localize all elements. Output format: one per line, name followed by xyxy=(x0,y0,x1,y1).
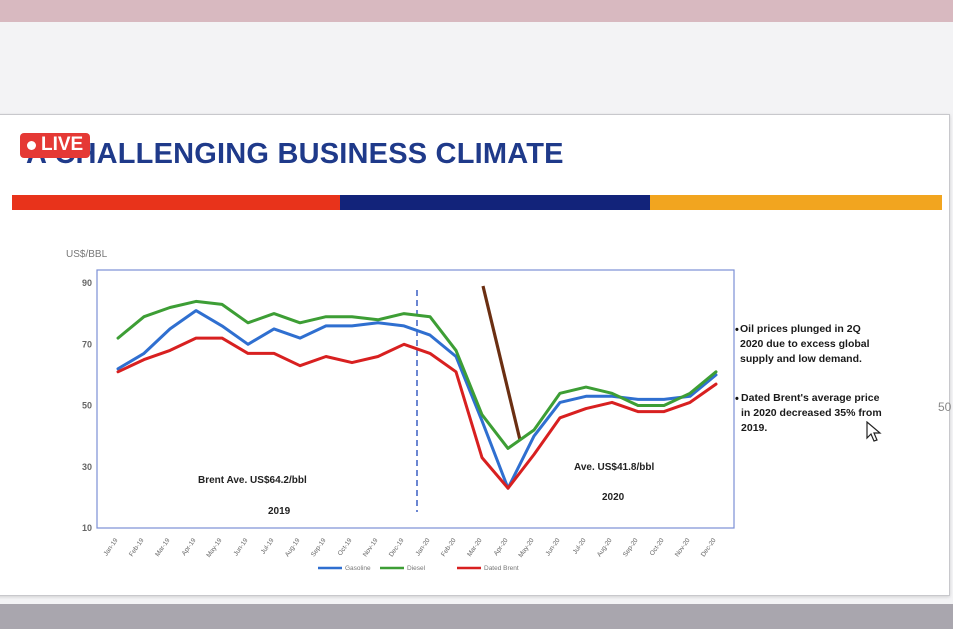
y-tick-label: 10 xyxy=(82,523,92,533)
title-band-red xyxy=(12,195,342,210)
x-tick-label: May-20 xyxy=(517,537,535,559)
series-line xyxy=(116,336,718,490)
y-tick-label: 50 xyxy=(82,401,92,411)
x-tick-label: Jul-19 xyxy=(260,537,276,556)
annotation-brent-2019: Brent Ave. US$64.2/bbl xyxy=(198,475,307,486)
series-lines xyxy=(116,299,718,490)
plunge-arrow xyxy=(481,285,522,441)
x-tick-label: Dec-20 xyxy=(700,537,718,558)
annotation-year-2019: 2019 xyxy=(268,506,291,517)
x-tick-label: Aug-20 xyxy=(596,537,614,558)
bullet-marker: • xyxy=(735,324,739,336)
x-tick-label: Apr-19 xyxy=(181,537,198,557)
bullet-list: • Oil prices plunged in 2Q 2020 due to e… xyxy=(735,322,885,460)
x-tick-label: Sep-20 xyxy=(622,537,640,558)
x-tick-label: Feb-19 xyxy=(128,537,146,558)
bullet-text: Oil prices plunged in 2Q 2020 due to exc… xyxy=(739,323,870,365)
title-band-blue xyxy=(340,195,652,210)
bullet-text: Dated Brent's average price in 2020 decr… xyxy=(741,392,882,434)
live-label: LIVE xyxy=(41,134,84,155)
bullet-item: • Dated Brent's average price in 2020 de… xyxy=(735,391,885,436)
x-tick-label: Oct-19 xyxy=(337,537,354,557)
x-tick-label: Feb-20 xyxy=(440,537,458,558)
x-tick-label: Apr-20 xyxy=(493,537,510,557)
y-tick-labels: 10 30 50 70 90 xyxy=(82,278,92,533)
y-tick-label: 30 xyxy=(82,462,92,472)
live-badge[interactable]: LIVE xyxy=(20,133,91,158)
x-tick-labels: Jan-19 Feb-19 Mar-19 Apr-19 May-19 Jun-19 Jul-… xyxy=(103,537,718,559)
edge-label: 50 xyxy=(938,400,952,414)
x-tick-label: Dec-19 xyxy=(388,537,406,558)
legend-label: Dated Brent xyxy=(484,565,519,572)
x-tick-label: Nov-20 xyxy=(674,537,692,558)
x-tick-label: Aug-19 xyxy=(284,537,302,558)
y-axis-label: US$/BBL xyxy=(66,249,108,260)
screen-bottom-edge xyxy=(0,604,953,629)
slide-title: A CHALLENGING BUSINESS CLIMATE xyxy=(26,138,564,170)
annotation-year-2020: 2020 xyxy=(602,492,625,503)
x-tick-label: Jun-19 xyxy=(233,537,250,558)
x-tick-label: Oct-20 xyxy=(649,537,666,557)
x-tick-label: Jul-20 xyxy=(572,537,588,556)
mouse-cursor-icon xyxy=(866,421,882,442)
bullet-marker: • xyxy=(735,393,739,405)
series-line xyxy=(116,299,718,450)
chart-legend: Gasoline Diesel Dated Brent xyxy=(318,565,519,572)
x-tick-label: Jun-20 xyxy=(545,537,562,558)
y-tick-label: 90 xyxy=(82,278,92,288)
x-tick-label: May-19 xyxy=(205,537,223,559)
x-tick-label: Sep-19 xyxy=(310,537,328,558)
plot-area-frame xyxy=(96,269,735,529)
x-tick-label: Jan-19 xyxy=(103,537,120,558)
legend-label: Diesel xyxy=(407,565,426,572)
x-tick-label: Mar-19 xyxy=(154,537,172,558)
x-tick-label: Jan-20 xyxy=(415,537,432,558)
legend-label: Gasoline xyxy=(345,565,371,572)
live-dot-icon xyxy=(27,140,36,150)
x-tick-label: Nov-19 xyxy=(362,537,380,558)
title-band-orange xyxy=(650,195,942,210)
bullet-item: • Oil prices plunged in 2Q 2020 due to e… xyxy=(735,322,885,367)
x-tick-label: Mar-20 xyxy=(466,537,484,558)
y-tick-label: 70 xyxy=(82,339,92,349)
annotation-brent-2020: Ave. US$41.8/bbl xyxy=(574,462,654,473)
